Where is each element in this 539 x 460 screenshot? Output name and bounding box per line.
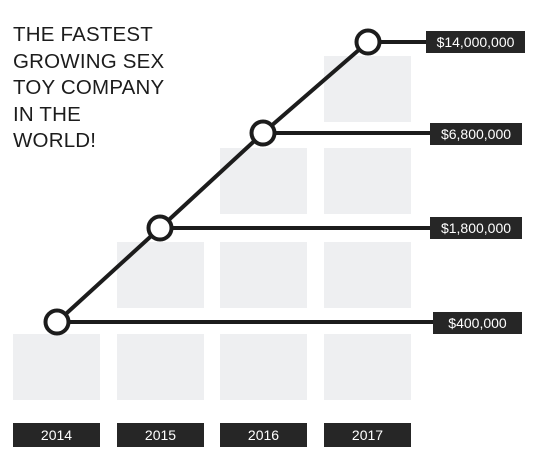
tile-2015-0 [117, 334, 204, 400]
tile-2017-1 [324, 242, 411, 308]
year-label-2014: 2014 [13, 423, 100, 447]
tile-2017-2 [324, 148, 411, 214]
tile-2014-0 [13, 334, 100, 400]
year-label-2016: 2016 [220, 423, 307, 447]
value-label-2014: $400,000 [433, 312, 522, 334]
data-point-2016 [249, 119, 277, 147]
tile-2016-1 [220, 242, 307, 308]
growth-line [55, 40, 370, 324]
year-label-2017: 2017 [324, 423, 411, 447]
chart-title: THE FASTEST GROWING SEX TOY COMPANY IN T… [13, 23, 165, 152]
year-label-2015: 2015 [117, 423, 204, 447]
value-label-2016: $6,800,000 [430, 123, 522, 145]
value-label-2015: $1,800,000 [430, 217, 522, 239]
data-point-2015 [146, 214, 174, 242]
data-point-2017 [354, 28, 382, 56]
tile-2016-0 [220, 334, 307, 400]
tile-2017-0 [324, 334, 411, 400]
tile-2016-2 [220, 148, 307, 214]
value-label-2017: $14,000,000 [426, 31, 525, 53]
tile-2015-1 [117, 242, 204, 308]
tile-2017-3 [324, 56, 411, 122]
data-point-2014 [43, 308, 71, 336]
